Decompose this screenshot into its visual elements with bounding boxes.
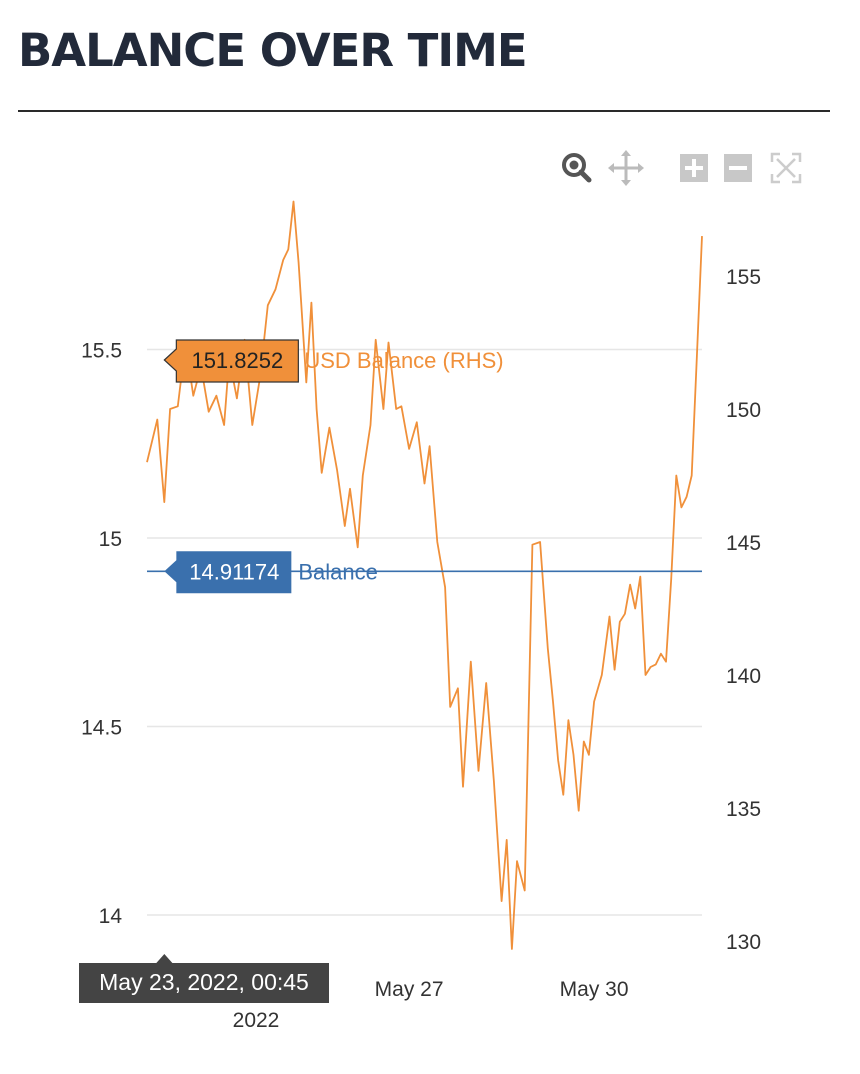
right-axis-tick-label: 130	[726, 931, 761, 954]
reset-zoom-icon[interactable]	[766, 148, 806, 188]
balance-tooltip-value: 14.91174	[189, 559, 279, 584]
crosshair-label-text: May 23, 2022, 00:45	[99, 969, 309, 995]
usd-tooltip-label: USD Balance (RHS)	[304, 348, 503, 373]
x-axis-tick-label: May 30	[560, 978, 629, 1001]
right-axis-tick-label: 135	[726, 798, 761, 821]
usd-tooltip-box	[163, 339, 299, 383]
right-axis-tick-label: 140	[726, 665, 761, 688]
balance-chart[interactable]: 14 14.5 15 15.5 130 135 140 145 150 155 May 27 May …	[0, 120, 860, 1060]
zoom-in-icon[interactable]	[674, 148, 714, 188]
left-axis-tick-label: 14	[99, 905, 123, 928]
x-axis-year-label: 2022	[233, 1009, 280, 1032]
balance-tooltip-label: Balance	[298, 559, 378, 584]
title-divider	[18, 110, 830, 112]
balance-tooltip-box	[164, 551, 292, 594]
chart-toolbar	[556, 148, 816, 188]
crosshair-label-pointer	[156, 954, 173, 963]
usd-balance-line	[146, 200, 703, 950]
zoom-icon[interactable]	[556, 148, 596, 188]
right-axis-tick-label: 150	[726, 399, 761, 422]
crosshair-label-box	[79, 963, 329, 1003]
right-axis-tick-label: 155	[726, 266, 761, 289]
right-axis-tick-label: 145	[726, 532, 761, 555]
left-axis-tick-label: 14.5	[81, 717, 122, 740]
pan-icon[interactable]	[606, 148, 646, 188]
left-axis-tick-label: 15.5	[81, 340, 122, 363]
page-title: BALANCE OVER TIME	[18, 24, 528, 77]
x-axis-tick-label: May 27	[375, 978, 444, 1001]
tooltip-layer: 151.8252 USD Balance (RHS) 14.91174 Balance…	[79, 339, 504, 1003]
usd-tooltip-value: 151.8252	[191, 348, 283, 373]
axis-labels: 14 14.5 15 15.5 130 135 140 145 150 155 May 27 May …	[81, 266, 761, 1032]
left-axis-tick-label: 15	[99, 528, 122, 551]
zoom-out-icon[interactable]	[718, 148, 758, 188]
